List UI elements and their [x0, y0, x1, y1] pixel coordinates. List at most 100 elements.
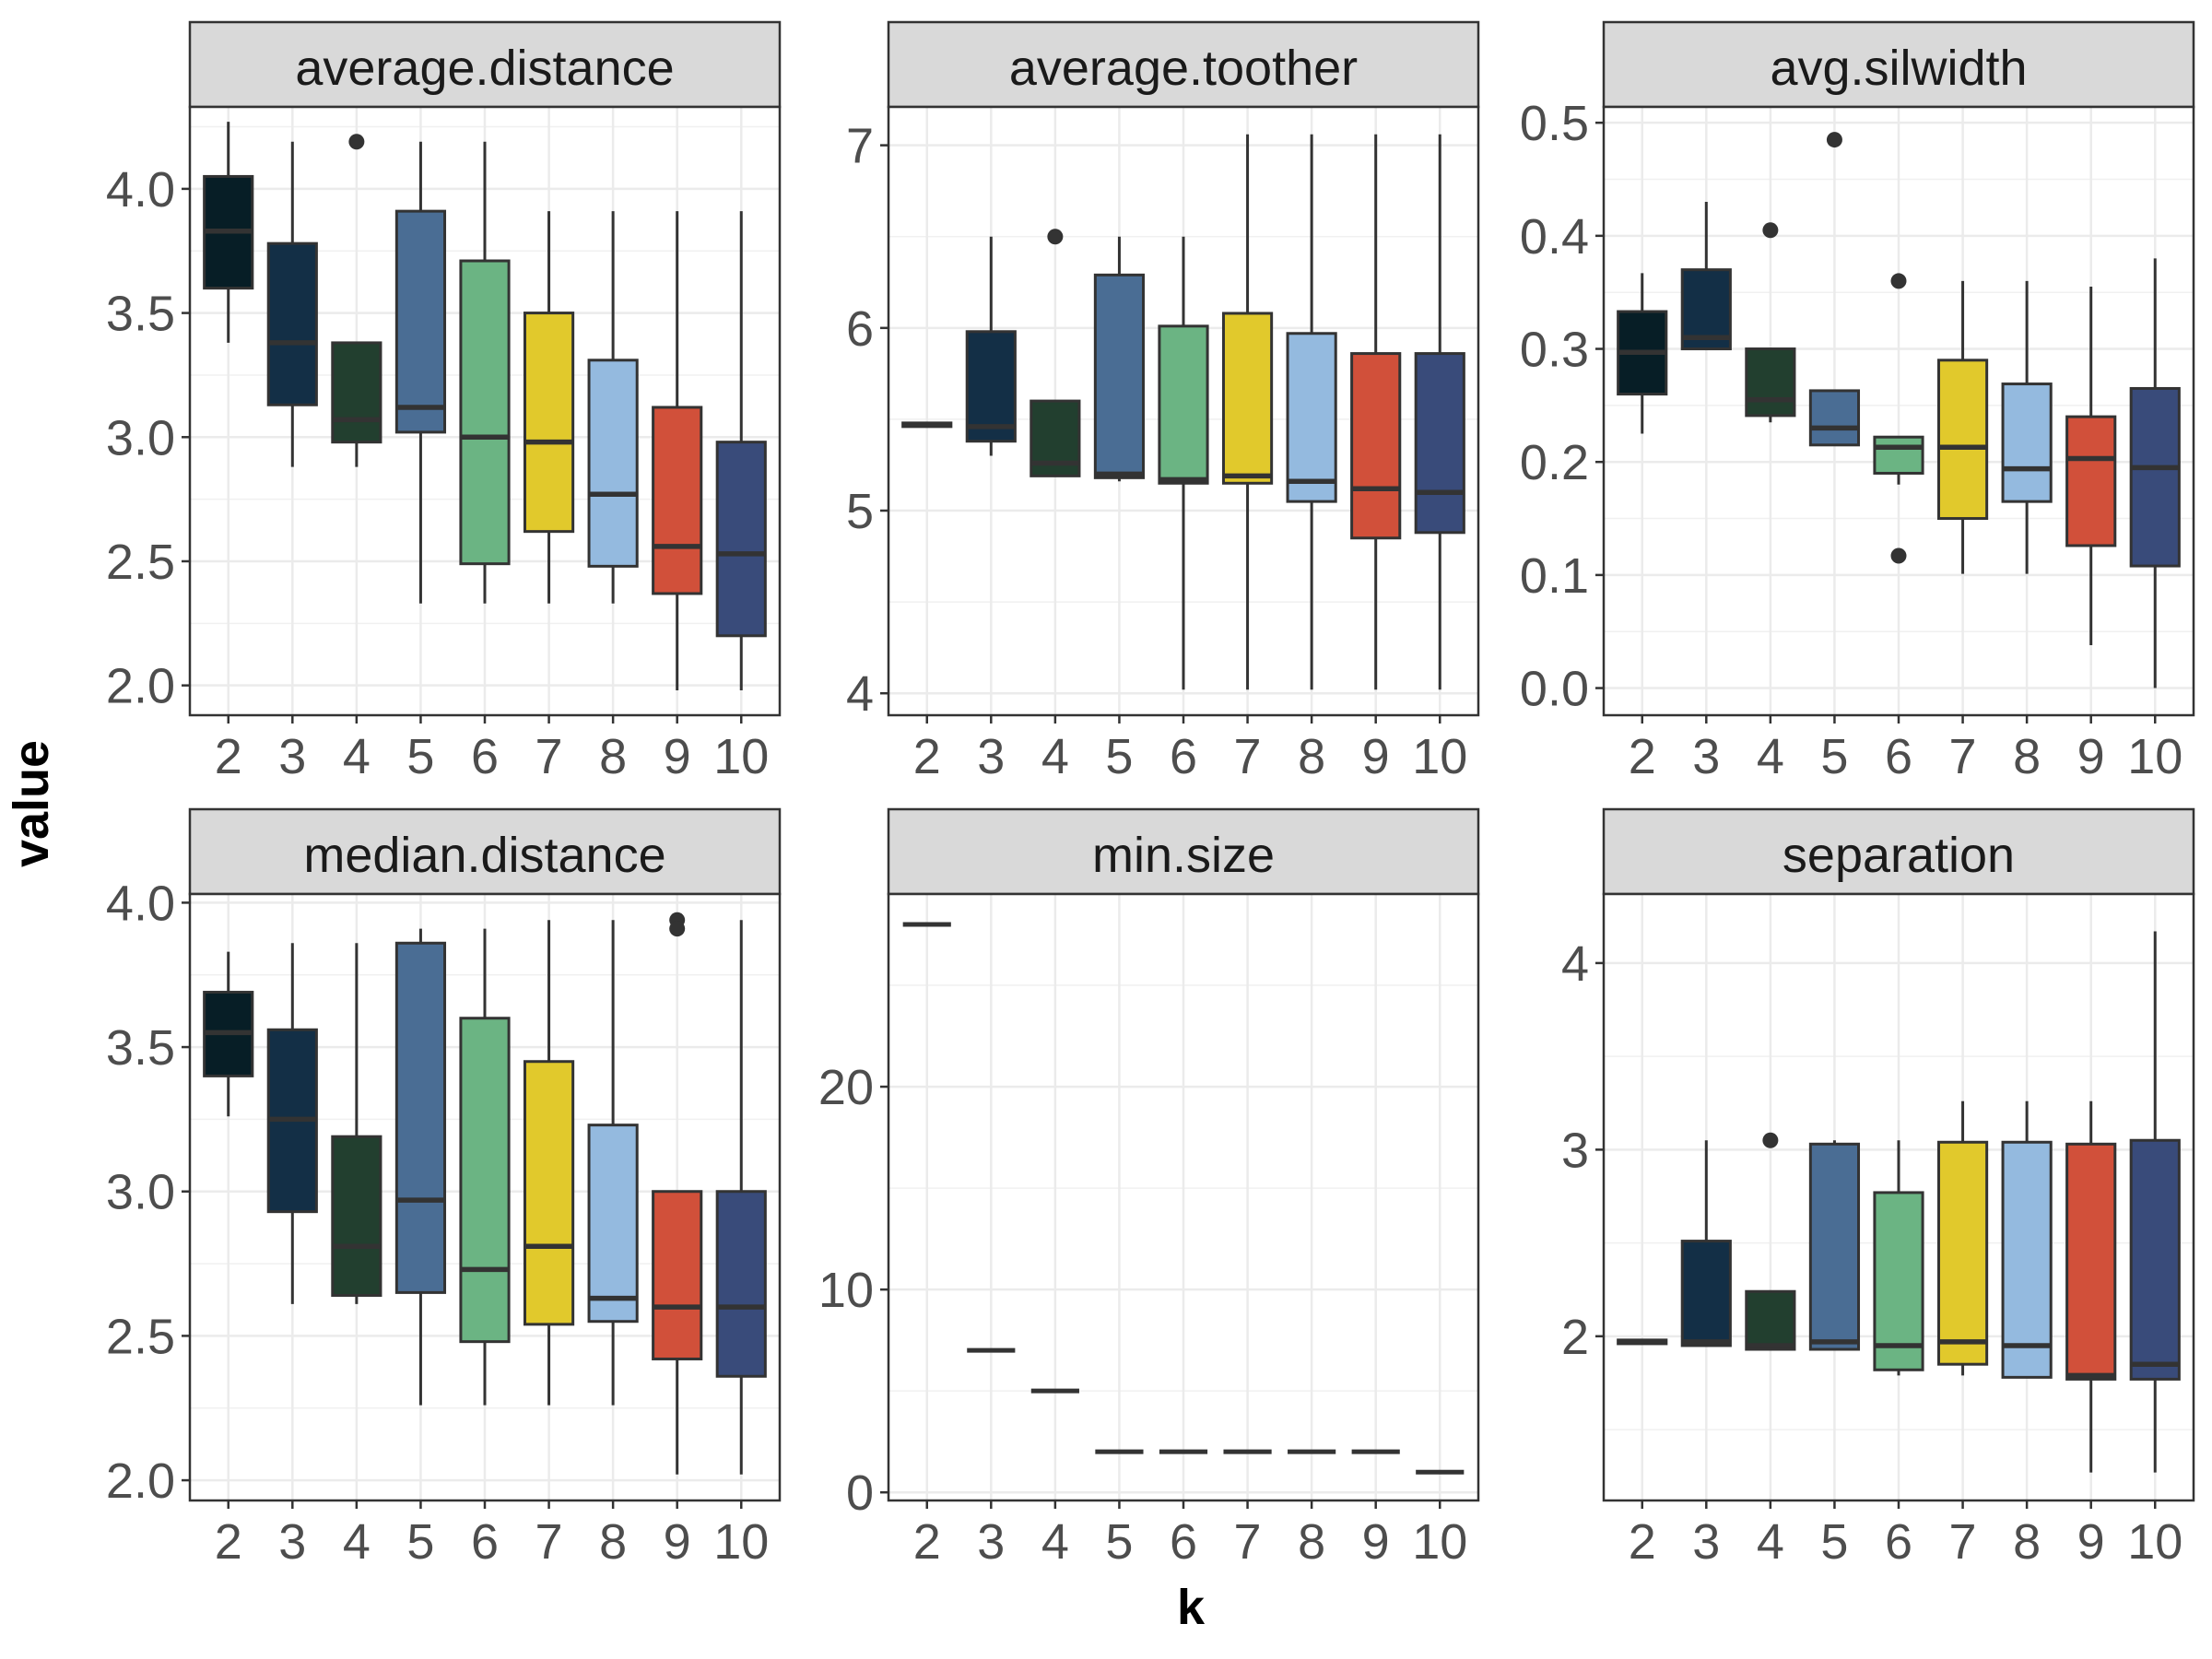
x-tick-label: 10	[1412, 1514, 1467, 1570]
box-average-distance-k4	[331, 134, 382, 467]
outlier-point	[1047, 229, 1064, 245]
box-avg-silwidth-k5	[1808, 132, 1861, 447]
x-tick-label: 9	[1362, 1514, 1390, 1570]
y-tick-label: 2.5	[106, 535, 175, 590]
box-body	[459, 259, 511, 566]
x-tick-label: 2	[1629, 1514, 1656, 1570]
box-average-distance-k5	[394, 141, 447, 604]
box-body	[2129, 1138, 2181, 1381]
strip-label-avg-silwidth: avg.silwidth	[1770, 41, 2027, 96]
y-tick-label: 0.3	[1520, 323, 1589, 378]
y-tick-label: 6	[846, 301, 874, 357]
x-tick-label: 4	[343, 729, 371, 784]
outlier-point	[1890, 273, 1907, 289]
box-median-distance-k5	[394, 928, 447, 1406]
outlier-point	[1762, 222, 1779, 239]
strip-average-toother	[887, 20, 1480, 109]
x-tick-label: 6	[1170, 729, 1197, 784]
box-average-distance-k8	[587, 211, 639, 604]
strip-separation	[1602, 807, 2195, 896]
x-tick-label: 2	[1629, 729, 1656, 784]
x-tick-label: 3	[977, 1514, 1005, 1570]
x-tick-label: 3	[278, 729, 306, 784]
box-median-distance-k10	[715, 920, 767, 1475]
x-tick-label: 6	[1885, 1514, 1912, 1570]
x-tick-label: 4	[1041, 729, 1069, 784]
box-median-distance-k4	[331, 943, 382, 1304]
strip-average-distance	[188, 20, 782, 109]
box-avg-silwidth-k3	[1680, 202, 1732, 351]
box-separation-k8	[2001, 1100, 2053, 1379]
box-average-toother-k6	[1158, 236, 1209, 690]
box-separation-k4	[1745, 1132, 1796, 1351]
x-tick-label: 7	[1949, 1514, 1977, 1570]
x-tick-label: 8	[2013, 1514, 2041, 1570]
panel-min-size: min.size 0 10 20 2 3 4 5 6 7 8 9 10	[818, 807, 1480, 1570]
box-body	[2001, 1140, 2053, 1379]
x-tick-label: 4	[1757, 1514, 1784, 1570]
box-separation-k9	[2065, 1100, 2117, 1473]
strip-avg-silwidth	[1602, 20, 2195, 109]
box-average-toother-k9	[1350, 134, 1402, 690]
box-separation-k10	[2129, 931, 2181, 1473]
y-tick-label: 2.0	[106, 1453, 175, 1509]
x-tick-label: 10	[713, 729, 769, 784]
y-tick-label: 3.0	[106, 410, 175, 465]
outlier-point	[669, 921, 686, 937]
x-tick-label: 4	[343, 1514, 371, 1570]
box-body	[1093, 273, 1146, 479]
box-median-distance-k8	[587, 920, 639, 1406]
box-body	[652, 406, 703, 595]
box-average-toother-k2	[901, 421, 953, 429]
box-body	[459, 1017, 511, 1344]
x-tick-label: 10	[2127, 729, 2183, 784]
box-avg-silwidth-k7	[1936, 280, 1989, 574]
y-tick-label: 4.0	[106, 876, 175, 931]
box-avg-silwidth-k6	[1873, 273, 1924, 564]
box-body	[523, 1060, 575, 1326]
panel-average-distance: average.distance 2.0 2.5 3.0 3.5 4.0 2 3 4 5 6 7 8 9 1…	[106, 20, 782, 784]
y-tick-label: 2.0	[106, 659, 175, 714]
strip-label-average-toother: average.toother	[1009, 41, 1358, 96]
box-body	[587, 359, 639, 568]
box-separation-k5	[1808, 1140, 1861, 1351]
box-body	[1414, 352, 1465, 535]
box-average-toother-k8	[1286, 134, 1337, 690]
x-tick-label: 10	[2127, 1514, 2183, 1570]
x-tick-label: 8	[599, 1514, 627, 1570]
y-tick-label: 2	[1561, 1310, 1589, 1365]
x-tick-label: 2	[913, 729, 941, 784]
box-average-toother-k5	[1093, 236, 1146, 482]
x-tick-label: 7	[1234, 729, 1262, 784]
box-body	[587, 1124, 639, 1324]
x-tick-label: 5	[1105, 729, 1133, 784]
y-tick-label: 0.2	[1520, 435, 1589, 490]
x-tick-label: 7	[1949, 729, 1977, 784]
x-tick-label: 4	[1757, 729, 1784, 784]
outlier-point	[348, 134, 365, 150]
strip-label-median-distance: median.distance	[303, 828, 665, 883]
box-body	[1936, 1140, 1989, 1366]
y-tick-label: 7	[846, 119, 874, 174]
box-average-toother-k4	[1030, 229, 1081, 477]
x-tick-label: 6	[1885, 729, 1912, 784]
x-tick-label: 6	[1170, 1514, 1197, 1570]
box-body	[2065, 1142, 2117, 1381]
x-tick-label: 5	[406, 1514, 434, 1570]
box-body	[2129, 386, 2181, 568]
x-tick-label: 8	[2013, 729, 2041, 784]
y-tick-label: 3.0	[106, 1165, 175, 1220]
x-tick-label: 7	[1234, 1514, 1262, 1570]
x-tick-label: 6	[471, 729, 499, 784]
y-tick-label: 0	[846, 1465, 874, 1521]
y-tick-label: 3.5	[106, 1020, 175, 1076]
box-body	[1286, 332, 1337, 503]
y-tick-label: 2.5	[106, 1309, 175, 1364]
y-tick-label: 5	[846, 484, 874, 539]
y-tick-label: 0.5	[1520, 96, 1589, 151]
box-average-distance-k2	[203, 122, 254, 343]
box-body	[394, 209, 447, 434]
y-tick-label: 3.5	[106, 287, 175, 342]
